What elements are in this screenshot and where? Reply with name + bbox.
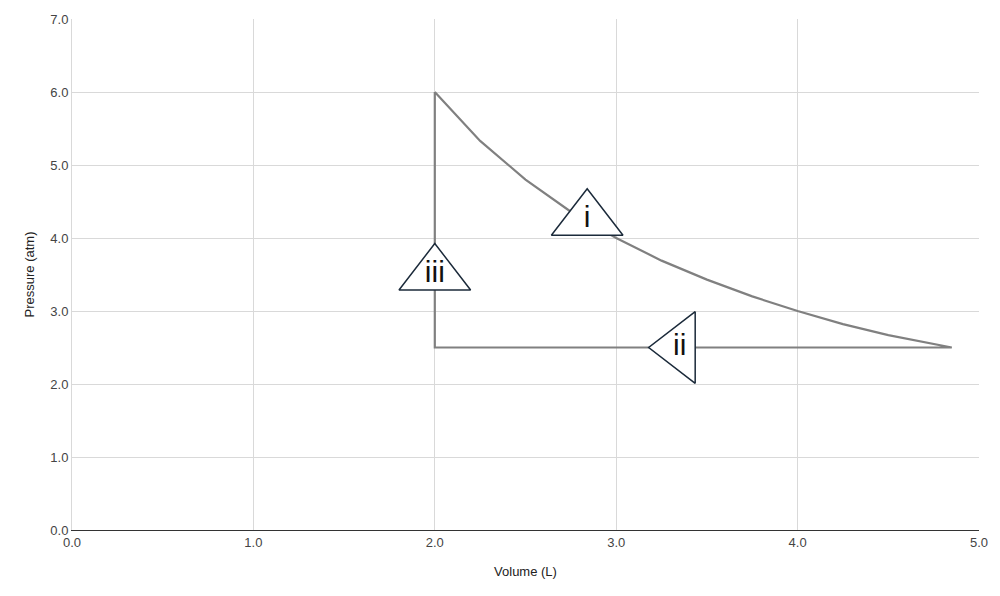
svg-text:1.0: 1.0 — [50, 450, 68, 465]
svg-text:0.0: 0.0 — [50, 523, 68, 538]
svg-text:3.0: 3.0 — [50, 304, 68, 319]
svg-text:ii: ii — [673, 328, 686, 361]
svg-text:5.0: 5.0 — [50, 158, 68, 173]
svg-text:3.0: 3.0 — [607, 535, 625, 550]
svg-text:2.0: 2.0 — [426, 535, 444, 550]
svg-text:Pressure (atm): Pressure (atm) — [22, 232, 37, 318]
svg-text:1.0: 1.0 — [244, 535, 262, 550]
svg-text:2.0: 2.0 — [50, 377, 68, 392]
svg-text:4.0: 4.0 — [789, 535, 807, 550]
svg-text:7.0: 7.0 — [50, 12, 68, 27]
svg-text:Volume (L): Volume (L) — [494, 564, 557, 579]
svg-text:i: i — [584, 200, 591, 233]
svg-text:5.0: 5.0 — [970, 535, 988, 550]
svg-text:iii: iii — [425, 255, 445, 288]
svg-text:0.0: 0.0 — [63, 535, 81, 550]
svg-text:4.0: 4.0 — [50, 231, 68, 246]
svg-text:6.0: 6.0 — [50, 85, 68, 100]
